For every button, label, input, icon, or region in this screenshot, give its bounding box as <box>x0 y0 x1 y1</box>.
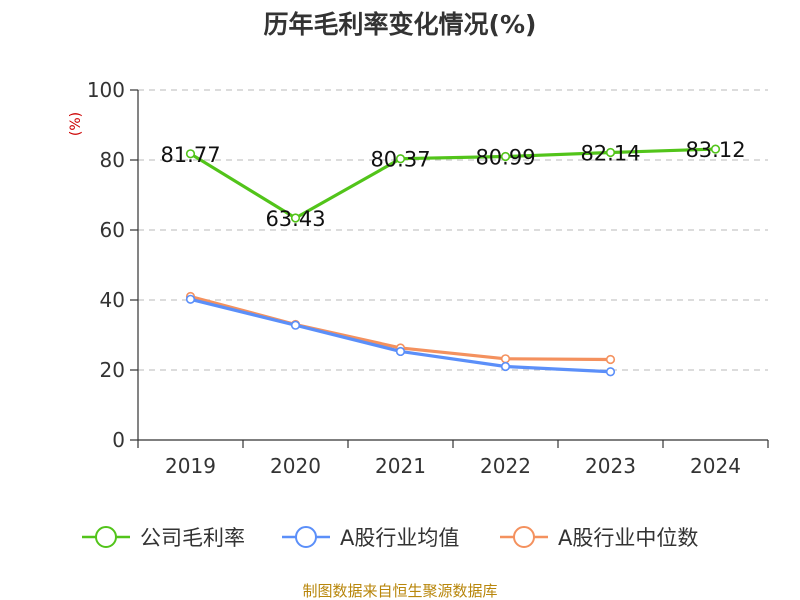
data-point <box>290 320 301 330</box>
grid-lines <box>138 89 768 371</box>
x-tick-labels: 2019 2020 2021 2022 2023 2024 <box>165 454 741 478</box>
data-source-note: 制图数据来自恒生聚源数据库 <box>302 582 497 600</box>
data-point <box>395 154 406 164</box>
legend-label: A股行业均值 <box>340 526 459 550</box>
data-point <box>605 367 616 377</box>
data-point <box>605 354 616 365</box>
data-label: 83.12 <box>685 138 745 162</box>
x-tick-label: 2022 <box>480 454 531 478</box>
axes <box>130 89 769 448</box>
chart-title: 历年毛利率变化情况(%) <box>264 10 537 39</box>
data-label: 80.37 <box>370 148 430 172</box>
x-tick-label: 2020 <box>270 454 321 478</box>
legend: 公司毛利率 A股行业均值 A股行业中位数 <box>82 526 698 550</box>
legend-label: 公司毛利率 <box>140 526 245 550</box>
y-tick-label: 80 <box>100 148 125 172</box>
series-group <box>185 144 721 377</box>
data-point <box>500 151 511 162</box>
data-point <box>395 346 406 357</box>
data-point <box>710 144 721 154</box>
data-label: 82.14 <box>580 142 640 166</box>
data-point <box>290 213 301 223</box>
y-tick-label: 100 <box>87 78 125 102</box>
data-label: 80.99 <box>475 146 535 170</box>
data-point <box>185 294 196 304</box>
legend-label: A股行业中位数 <box>558 526 698 550</box>
legend-marker <box>513 526 535 548</box>
y-tick-labels: 0 20 40 60 80 100 <box>87 78 125 452</box>
y-tick-label: 0 <box>112 428 125 452</box>
legend-item[interactable]: A股行业均值 <box>282 526 459 550</box>
y-tick-label: 40 <box>100 288 125 312</box>
legend-marker <box>95 526 117 548</box>
y-axis-unit: (%) <box>68 112 84 136</box>
x-tick-label: 2024 <box>690 454 741 478</box>
data-label: 81.77 <box>160 143 220 167</box>
data-point <box>500 354 511 364</box>
data-point <box>605 147 616 158</box>
legend-item[interactable]: 公司毛利率 <box>82 526 245 550</box>
y-tick-label: 60 <box>100 218 125 242</box>
series-line <box>189 147 716 220</box>
data-point <box>185 149 196 159</box>
data-label: 63.43 <box>265 207 325 231</box>
x-tick-label: 2023 <box>585 454 636 478</box>
data-labels: 81.77 63.43 80.37 80.99 82.14 83.12 <box>160 138 745 231</box>
legend-marker <box>295 526 317 548</box>
data-point <box>500 361 511 372</box>
series-line <box>190 297 611 374</box>
y-tick-label: 20 <box>100 358 125 382</box>
legend-item[interactable]: A股行业中位数 <box>500 526 698 550</box>
x-tick-label: 2021 <box>375 454 426 478</box>
x-tick-label: 2019 <box>165 454 216 478</box>
